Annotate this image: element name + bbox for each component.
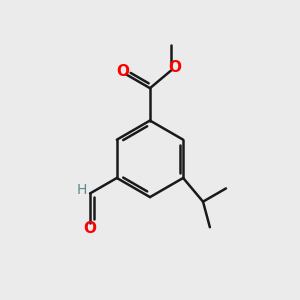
Text: O: O — [84, 221, 97, 236]
Text: O: O — [116, 64, 129, 79]
Text: O: O — [168, 60, 181, 75]
Text: H: H — [76, 184, 87, 197]
